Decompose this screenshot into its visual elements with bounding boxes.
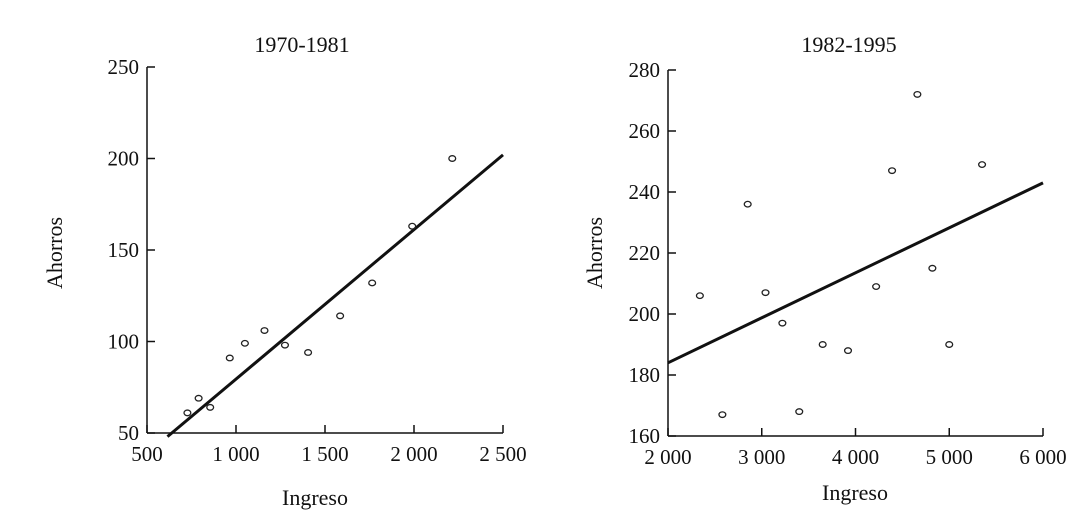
chart-left-data-point (304, 349, 313, 356)
chart-right-y-tick-label: 180 (629, 363, 661, 387)
chart-left: 1970-1981 Ingreso Ahorros 50 100 150 200 250… (42, 32, 527, 510)
chart-left-data-point (194, 394, 203, 402)
chart-left-data-point (240, 339, 249, 347)
chart-right-data-point (761, 289, 770, 297)
chart-left-data-point (448, 155, 457, 162)
chart-right-x-tick-label: 4 000 (832, 445, 879, 469)
chart-left-y-tick-label: 100 (108, 330, 140, 354)
chart-left-data-point (225, 354, 234, 362)
chart-right-y-tick-label: 240 (629, 180, 661, 204)
chart-left-y-tick-label: 200 (108, 147, 140, 171)
chart-right-y-tick-label: 280 (629, 58, 661, 82)
chart-left-plot-area: 50 100 150 200 250 500 1 000 1 500 2 000 2 500 (108, 55, 527, 466)
chart-right-data-point (843, 347, 853, 355)
chart-right-y-tick-label: 260 (629, 119, 661, 143)
chart-right-data-point (928, 264, 937, 272)
chart-right-title: 1982-1995 (801, 32, 896, 57)
chart-right-plot-area: 160 180 200 220 240 260 280 2 000 3 000 4 000 5 00… (629, 58, 1067, 469)
chart-right: 1982-1995 Ingreso Ahorros 160 180 200 220 24… (582, 32, 1067, 505)
chart-left-x-tick-label: 500 (131, 442, 163, 466)
chart-right-data-point (718, 411, 727, 419)
chart-left-data-point (206, 403, 215, 411)
chart-right-xlabel: Ingreso (822, 480, 888, 505)
chart-right-ylabel: Ahorros (582, 217, 607, 289)
chart-right-data-point (978, 161, 987, 168)
chart-right-y-tick-label: 220 (629, 241, 661, 265)
chart-right-x-tick-label: 2 000 (644, 445, 691, 469)
chart-right-x-tick-label: 3 000 (738, 445, 785, 469)
chart-left-x-tick-label: 2 500 (479, 442, 526, 466)
chart-left-y-tick-label: 50 (118, 421, 139, 445)
chart-left-xlabel: Ingreso (282, 485, 348, 510)
chart-left-data-point (183, 409, 192, 417)
chart-left-y-tick-label: 150 (108, 238, 140, 262)
chart-left-data-point (280, 341, 290, 349)
chart-right-y-tick-label: 160 (629, 424, 661, 448)
chart-left-data-point (408, 222, 417, 230)
chart-left-ylabel: Ahorros (42, 217, 67, 289)
chart-right-y-tick-label: 200 (629, 302, 661, 326)
chart-right-data-point (795, 408, 804, 416)
chart-right-data-point (913, 90, 922, 98)
chart-right-data-point (778, 319, 787, 327)
chart-right-data-point (743, 200, 752, 208)
chart-right-regression-line (667, 181, 1044, 365)
chart-left-x-tick-label: 1 500 (301, 442, 348, 466)
chart-left-y-tick-label: 250 (108, 55, 140, 79)
chart-left-x-tick-label: 2 000 (390, 442, 437, 466)
chart-right-x-tick-label: 5 000 (926, 445, 973, 469)
chart-right-data-point (872, 283, 881, 290)
chart-left-regression-line (166, 153, 504, 438)
chart-right-data-point (695, 292, 704, 300)
chart-right-x-tick-label: 6 000 (1019, 445, 1066, 469)
chart-right-data-point (945, 341, 954, 348)
chart-left-data-point (260, 327, 269, 334)
chart-left-data-point (368, 279, 377, 287)
chart-right-data-point (888, 167, 897, 175)
chart-left-title: 1970-1981 (254, 32, 349, 57)
chart-right-data-point (818, 341, 827, 348)
chart-left-data-point (336, 312, 345, 320)
chart-left-x-tick-label: 1 000 (212, 442, 259, 466)
